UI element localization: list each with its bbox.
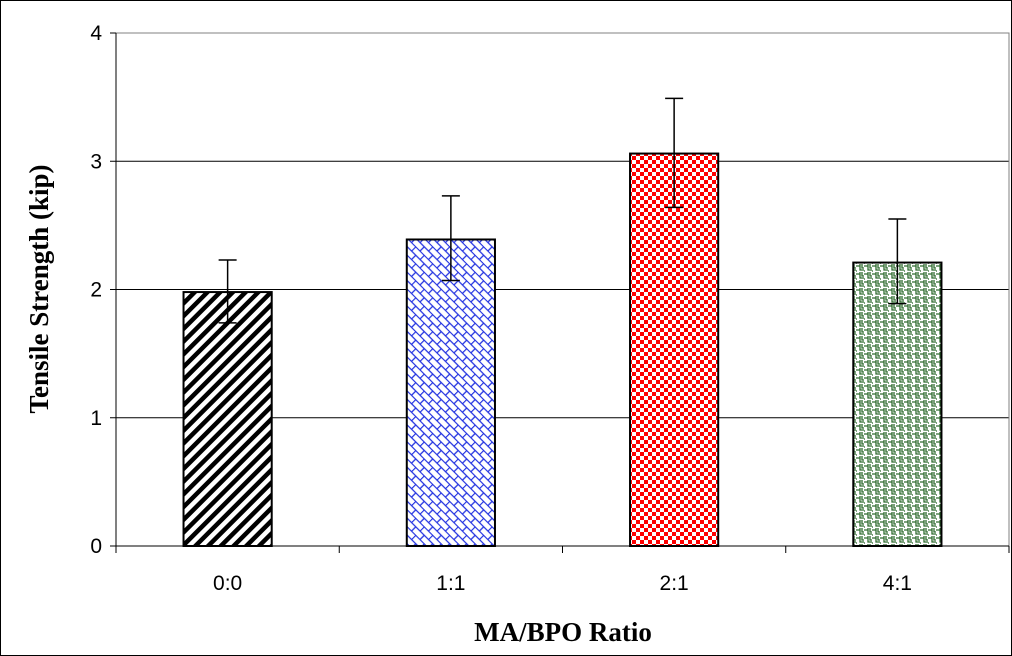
y-tick-label: 0 — [90, 535, 102, 558]
x-tick-labels: 0:0 1:1 2:1 4:1 — [213, 572, 912, 595]
x-tick-label: 0:0 — [213, 572, 242, 595]
y-tick-label: 3 — [90, 150, 102, 173]
axes — [110, 32, 1010, 553]
bar-4-1 — [852, 261, 943, 547]
bar-1-1 — [405, 238, 496, 547]
error-bars — [218, 97, 907, 324]
y-tick-label: 4 — [90, 22, 102, 45]
bars — [182, 152, 943, 547]
x-tick-label: 1:1 — [436, 572, 465, 595]
x-tick-label: 4:1 — [883, 572, 912, 595]
y-tick-label: 2 — [90, 279, 102, 302]
bar-2-1 — [629, 152, 720, 547]
y-tick-labels: 0 1 2 3 4 — [90, 22, 102, 558]
x-tick-label: 2:1 — [660, 572, 689, 595]
y-tick-label: 1 — [90, 407, 102, 430]
y-axis-title: Tensile Strength (kip) — [24, 164, 54, 413]
bar-0-0 — [182, 291, 273, 547]
x-axis-title: MA/BPO Ratio — [474, 617, 652, 647]
